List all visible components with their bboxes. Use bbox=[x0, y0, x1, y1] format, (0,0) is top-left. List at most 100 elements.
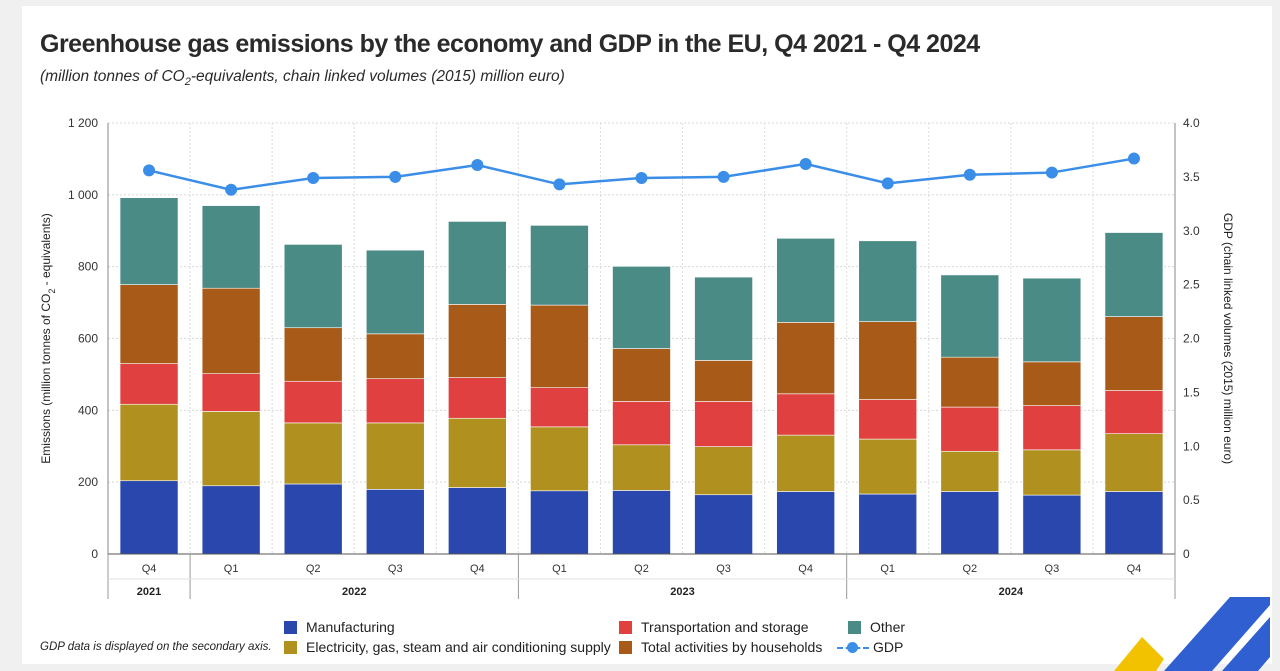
bar-total-0 bbox=[119, 284, 179, 364]
bar-manufacturing-2 bbox=[283, 483, 343, 555]
bar-manufacturing-6 bbox=[612, 490, 671, 555]
bar-manufacturing-0 bbox=[119, 480, 179, 555]
gdp-point-12 bbox=[1127, 152, 1140, 165]
legend-label-other: Other bbox=[870, 619, 906, 635]
bar-electricity-4 bbox=[448, 417, 507, 488]
left-axis-label-suffix: - equivalents) bbox=[39, 213, 53, 288]
gdp-point-7 bbox=[717, 170, 730, 183]
bar-electricity-0 bbox=[119, 403, 179, 482]
bar-total-11 bbox=[1022, 361, 1082, 406]
right-axis-label: GDP (chain linked volumes (2015) million… bbox=[1221, 213, 1235, 464]
bar-other-0 bbox=[119, 197, 179, 285]
bar-total-8 bbox=[776, 322, 835, 395]
logo-blue-shape-2 bbox=[1222, 617, 1270, 671]
left-axis-label-sub: 2 bbox=[47, 289, 57, 294]
legend-label-households: Total activities by households bbox=[641, 639, 823, 655]
right-tick-label: 3.5 bbox=[1183, 170, 1200, 184]
left-tick-label: 600 bbox=[78, 332, 98, 346]
left-tick-label: 1 000 bbox=[68, 188, 98, 202]
category-label: Q2 bbox=[634, 563, 649, 575]
category-label: Q2 bbox=[962, 563, 977, 575]
bar-electricity-9 bbox=[858, 438, 918, 495]
bar-transportation-10 bbox=[940, 406, 1000, 452]
gdp-point-9 bbox=[881, 177, 894, 190]
bar-manufacturing-9 bbox=[858, 493, 918, 555]
bar-electricity-2 bbox=[283, 422, 343, 485]
bar-electricity-6 bbox=[612, 444, 671, 491]
category-label: Q1 bbox=[552, 563, 567, 575]
right-tick-label: 1.0 bbox=[1183, 439, 1200, 453]
other-swatch bbox=[848, 620, 861, 634]
bar-manufacturing-10 bbox=[940, 491, 1000, 555]
bar-electricity-1 bbox=[201, 411, 261, 487]
bar-transportation-3 bbox=[365, 378, 425, 424]
legend-item-electricity: Electricity, gas, steam and air conditio… bbox=[284, 639, 611, 655]
bar-layer bbox=[119, 197, 1164, 555]
gdp-point-8 bbox=[799, 157, 812, 170]
bar-transportation-11 bbox=[1022, 405, 1082, 451]
bar-transportation-2 bbox=[283, 380, 343, 424]
left-tick-label: 400 bbox=[78, 403, 98, 417]
households-swatch bbox=[619, 640, 632, 654]
chart-title: Greenhouse gas emissions by the economy … bbox=[40, 30, 980, 58]
right-tick-label: 0.5 bbox=[1183, 493, 1200, 507]
bar-electricity-5 bbox=[530, 426, 589, 492]
bar-other-8 bbox=[776, 237, 835, 323]
gdp-point-5 bbox=[553, 178, 566, 191]
left-tick-label: 800 bbox=[78, 260, 98, 274]
left-axis-label: Emissions (million tonnes of CO2 - equiv… bbox=[39, 213, 57, 463]
bar-electricity-10 bbox=[940, 450, 1000, 492]
bar-total-1 bbox=[201, 287, 261, 374]
category-label: Q1 bbox=[880, 563, 895, 575]
bar-other-12 bbox=[1104, 232, 1164, 317]
bar-other-6 bbox=[612, 266, 671, 349]
bar-electricity-12 bbox=[1104, 433, 1164, 492]
bar-manufacturing-8 bbox=[776, 491, 835, 555]
year-label: 2021 bbox=[137, 586, 161, 598]
footnote: GDP data is displayed on the secondary a… bbox=[40, 641, 272, 653]
bar-manufacturing-5 bbox=[530, 490, 589, 555]
bar-total-4 bbox=[448, 304, 507, 378]
bar-electricity-7 bbox=[694, 446, 753, 496]
bar-transportation-5 bbox=[530, 387, 589, 428]
bar-transportation-7 bbox=[694, 401, 753, 447]
gdp-point-10 bbox=[963, 168, 976, 181]
bar-total-2 bbox=[283, 327, 343, 382]
bar-other-11 bbox=[1022, 277, 1082, 363]
bar-electricity-11 bbox=[1022, 449, 1082, 496]
year-label: 2023 bbox=[670, 586, 694, 598]
category-label: Q4 bbox=[798, 563, 813, 575]
bar-total-10 bbox=[940, 356, 1000, 408]
gdp-point-3 bbox=[389, 170, 402, 183]
bar-other-4 bbox=[448, 221, 507, 305]
left-tick-label: 200 bbox=[78, 475, 98, 489]
right-tick-label: 2.0 bbox=[1183, 332, 1200, 346]
bar-other-3 bbox=[365, 249, 425, 335]
gdp-point-1 bbox=[225, 183, 238, 196]
bar-other-9 bbox=[858, 240, 918, 322]
gdp-point-2 bbox=[307, 171, 320, 184]
bar-manufacturing-12 bbox=[1104, 491, 1164, 555]
bar-manufacturing-7 bbox=[694, 494, 753, 555]
right-tick-label: 2.5 bbox=[1183, 278, 1200, 292]
bar-manufacturing-4 bbox=[448, 487, 507, 555]
subtitle-subscript: 2 bbox=[184, 76, 191, 89]
right-tick-label: 4.0 bbox=[1183, 116, 1200, 130]
gdp-point-6 bbox=[635, 171, 648, 184]
bar-transportation-1 bbox=[201, 373, 261, 412]
category-label: Q4 bbox=[1127, 563, 1142, 575]
logo-blue-shape bbox=[1164, 597, 1270, 671]
bar-manufacturing-3 bbox=[365, 489, 425, 555]
bar-manufacturing-1 bbox=[201, 485, 261, 555]
category-label: Q2 bbox=[306, 563, 321, 575]
left-tick-label: 0 bbox=[91, 547, 98, 561]
gdp-line-swatch bbox=[837, 641, 869, 654]
legend: Manufacturing Electricity, gas, steam an… bbox=[284, 619, 924, 663]
gdp-point-0 bbox=[143, 164, 156, 177]
right-tick-label: 1.5 bbox=[1183, 385, 1200, 399]
bar-other-1 bbox=[201, 205, 261, 289]
bar-transportation-0 bbox=[119, 363, 179, 405]
bar-total-6 bbox=[612, 348, 671, 402]
bar-electricity-3 bbox=[365, 422, 425, 490]
